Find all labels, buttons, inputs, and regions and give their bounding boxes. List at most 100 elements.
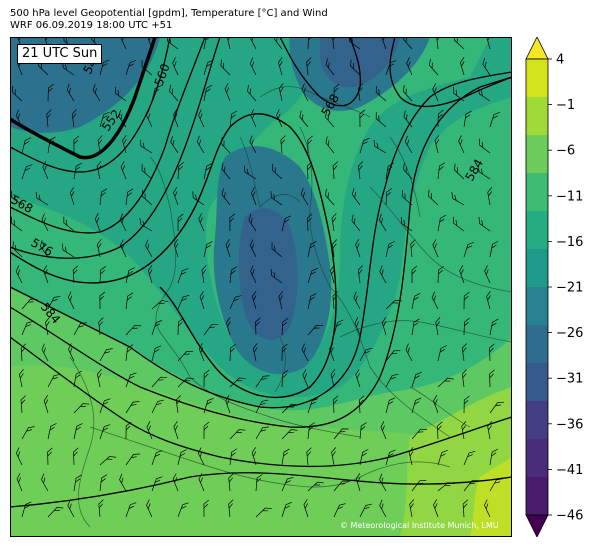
wind-barb [400, 216, 413, 232]
wind-barb [255, 375, 270, 388]
wind-barb [248, 213, 257, 232]
temp-field-m31-north [320, 37, 400, 88]
wind-barb [454, 163, 465, 180]
wind-barb [281, 429, 298, 440]
wind-barb [459, 265, 465, 284]
wind-barb [463, 395, 470, 414]
wind-barb [478, 165, 491, 180]
wind-barb [332, 161, 338, 180]
wind-barb [281, 369, 289, 388]
wind-barb [276, 109, 283, 128]
wind-barb [177, 162, 185, 180]
wind-barb [270, 191, 283, 206]
wind-barb [278, 57, 283, 76]
wind-barb [437, 265, 444, 284]
wind-barb [437, 345, 447, 362]
colorbar-segment [526, 97, 548, 136]
wind-barb [197, 447, 205, 466]
wind-barb [478, 217, 491, 232]
wind-barb [357, 83, 363, 102]
wind-barb [21, 164, 33, 180]
wind-barb [192, 191, 205, 206]
wind-barb [270, 268, 283, 284]
wind-barb [151, 85, 162, 102]
wind-barb [307, 293, 317, 310]
wind-barb [97, 369, 102, 388]
wind-barb [151, 450, 163, 466]
colorbar-segment [526, 211, 548, 250]
wind-barb [203, 84, 213, 102]
wind-barb [281, 343, 288, 362]
wind-barb [402, 162, 413, 180]
wind-barb [463, 480, 479, 492]
wind-barb [98, 317, 104, 336]
wind-barb [482, 57, 491, 76]
wind-barb [122, 135, 127, 154]
colorbar-tick-label: −36 [556, 417, 583, 432]
wind-barb [177, 350, 194, 362]
wind-barb [120, 239, 127, 258]
wind-barb [94, 213, 101, 232]
wind-barb [331, 213, 337, 232]
wind-barb [203, 323, 219, 336]
colorbar-segment [526, 135, 548, 174]
wind-barb [255, 474, 263, 492]
wind-barb [332, 239, 338, 258]
wind-barb [203, 59, 214, 76]
wind-barb [229, 429, 246, 440]
wind-barb [61, 243, 75, 258]
wind-barb [302, 369, 309, 388]
wind-barb [125, 502, 137, 518]
wind-barb [281, 215, 292, 232]
wind-barb [301, 343, 309, 362]
wind-barb [281, 448, 290, 466]
wind-barb [99, 398, 111, 414]
wind-barb [249, 135, 257, 154]
wind-barb [249, 239, 257, 258]
wind-barb [198, 213, 205, 232]
wind-barb [271, 242, 283, 258]
wind-barb [45, 317, 50, 336]
wind-barb [73, 370, 82, 388]
wind-barb [173, 421, 179, 440]
wind-barb [21, 426, 35, 440]
wind-barb [119, 213, 127, 232]
wind-barb [118, 110, 127, 128]
wind-barb [433, 395, 439, 414]
wind-barb [35, 191, 49, 206]
wind-barb [250, 187, 257, 206]
wind-barb [12, 241, 23, 258]
wind-barb [403, 110, 413, 128]
colorbar-segment [526, 173, 548, 212]
wind-barb [73, 162, 82, 180]
wind-barb [11, 216, 23, 232]
chart-title: 500 hPa level Geopotential [gpdm], Tempe… [10, 8, 328, 19]
wind-barb [69, 187, 75, 206]
wind-barb [146, 421, 153, 440]
wind-barb [255, 426, 269, 440]
colorbar-segment [526, 401, 548, 440]
wind-barb [489, 343, 495, 362]
wind-barb [306, 447, 312, 466]
wind-barb [333, 83, 340, 102]
wind-barb [281, 501, 293, 518]
wind-barb [489, 478, 503, 492]
wind-barb [329, 343, 335, 362]
wind-barb [411, 292, 421, 310]
wind-barb [325, 110, 335, 128]
wind-barb [196, 135, 205, 154]
wind-barb [177, 213, 184, 232]
wind-barb [73, 474, 82, 492]
colorbar-segment [526, 249, 548, 288]
wind-barb [462, 499, 469, 518]
colorbar-tick-label: −31 [556, 372, 583, 387]
wind-barb [489, 318, 499, 336]
wind-barb [359, 422, 367, 440]
wind-barb [141, 189, 153, 206]
wind-barb [99, 188, 108, 206]
wind-barb [278, 291, 284, 310]
wind-barb [355, 239, 361, 258]
wind-barb [255, 399, 269, 414]
wind-barb [10, 190, 23, 206]
temp-field-m31 [238, 208, 298, 340]
